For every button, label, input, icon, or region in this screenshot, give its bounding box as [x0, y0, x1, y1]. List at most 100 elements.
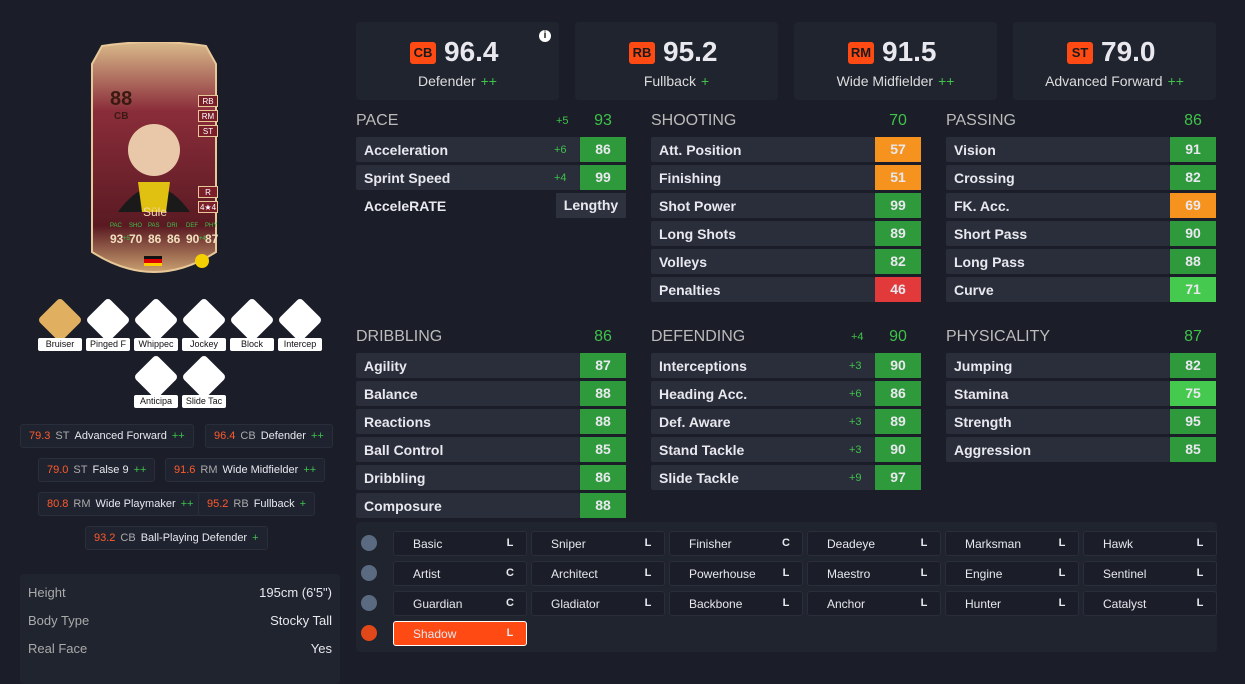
- role-pos-badge: RM: [848, 42, 874, 64]
- chem-level: L: [1196, 597, 1204, 609]
- card-stat-value: 70: [129, 232, 143, 246]
- role-rating: 79.3: [29, 430, 51, 442]
- playstyle-label: Slide Tac: [182, 395, 226, 408]
- stat-row: [356, 465, 580, 490]
- chem-cell: [807, 561, 941, 586]
- chem-level: C: [506, 597, 514, 609]
- role-plus: +: [252, 532, 259, 544]
- card-foot: R: [198, 186, 218, 198]
- stat-label: Crossing: [954, 170, 1015, 186]
- card-stat-value: 86: [167, 232, 181, 246]
- card-stat-label: PAC: [110, 223, 122, 229]
- chem-cell: [393, 621, 527, 646]
- stat-label: Stand Tackle: [659, 442, 745, 458]
- chem-icon: [361, 535, 377, 551]
- chem-level: L: [920, 597, 928, 609]
- stat-value: 85: [580, 437, 626, 462]
- stat-value: 95: [1170, 409, 1216, 434]
- role-name: Wide Midfielder: [222, 464, 299, 476]
- group-title: PASSING: [946, 112, 1016, 129]
- stat-label: FK. Acc.: [954, 198, 1010, 214]
- stat-value: 86: [580, 465, 626, 490]
- playstyle-icon: [85, 297, 131, 343]
- stat-row: [946, 221, 1170, 246]
- role-box: [1013, 22, 1216, 100]
- card-stat-label: SHO: [129, 223, 143, 229]
- chem-name: Sniper: [551, 537, 586, 551]
- stat-label: Balance: [364, 386, 418, 402]
- chem-level: C: [506, 567, 514, 579]
- group-title: DEFENDING: [651, 328, 746, 345]
- stat-label: Reactions: [364, 414, 431, 430]
- chem-level: L: [920, 537, 928, 549]
- role-position: RB: [233, 498, 249, 510]
- role-plus: ++: [171, 430, 185, 442]
- stat-value: 86: [875, 381, 921, 406]
- group-title: DRIBBLING: [356, 328, 443, 345]
- playstyle-icon: [229, 297, 275, 343]
- chem-cell: [1083, 561, 1217, 586]
- playstyle-label: Bruiser: [38, 338, 82, 351]
- chem-name: Hunter: [965, 597, 1002, 611]
- role-chip: 93.2 CB Ball-Playing Defender +: [85, 526, 268, 550]
- alt-position: RB: [198, 95, 218, 107]
- chem-level: L: [506, 537, 514, 549]
- chem-name: Shadow: [413, 627, 457, 641]
- card-art: [91, 42, 217, 273]
- chem-name: Engine: [965, 567, 1003, 581]
- playstyle-icon: [37, 297, 83, 343]
- role-name: Wide Playmaker: [95, 498, 176, 510]
- role-chip: 80.8 RM Wide Playmaker ++: [38, 492, 203, 516]
- role-rating: 93.2: [94, 532, 116, 544]
- stat-boost: +3: [849, 444, 862, 456]
- role-line: Advanced Forward ++: [1013, 73, 1216, 89]
- stat-row: [651, 137, 875, 162]
- chem-level: L: [644, 537, 652, 549]
- role-rating: 79.0: [1101, 36, 1156, 67]
- chem-icon: [361, 625, 377, 641]
- chem-cell: [945, 591, 1079, 616]
- stat-label: Def. Aware: [659, 414, 731, 430]
- stat-label: Strength: [954, 414, 1012, 430]
- info-key: Real Face: [28, 641, 88, 656]
- role-position: CB: [120, 532, 136, 544]
- stat-value: 87: [580, 353, 626, 378]
- stat-value: 82: [1170, 165, 1216, 190]
- role-name: Ball-Playing Defender: [140, 532, 248, 544]
- chem-name: Gladiator: [551, 597, 600, 611]
- stat-value: 75: [1170, 381, 1216, 406]
- stat-value: 99: [580, 165, 626, 190]
- role-name: Defender: [260, 430, 306, 442]
- stat-label: Agility: [364, 358, 407, 374]
- stat-value: 46: [875, 277, 921, 302]
- stat-value: 90: [875, 437, 921, 462]
- role-name: Advanced Forward: [1045, 73, 1163, 89]
- card-stat-boost: +4: [199, 236, 206, 242]
- stat-row: [356, 353, 580, 378]
- chem-cell: [531, 591, 665, 616]
- group-value: 70: [889, 112, 907, 129]
- info-value: 195cm (6'5"): [259, 585, 332, 600]
- role-plus: ++: [180, 498, 194, 510]
- role-name: Advanced Forward: [74, 430, 167, 442]
- chem-level: L: [1196, 567, 1204, 579]
- role-box: [794, 22, 997, 100]
- stat-label: Shot Power: [659, 198, 737, 214]
- stat-label: Interceptions: [659, 358, 747, 374]
- chem-cell: [393, 531, 527, 556]
- stat-row: [946, 165, 1170, 190]
- stat-value: 91: [1170, 137, 1216, 162]
- group-title: SHOOTING: [651, 112, 737, 129]
- stat-row: [651, 465, 875, 490]
- stat-label: Acceleration: [364, 142, 449, 158]
- stat-boost: +6: [849, 388, 862, 400]
- role-plus: +: [700, 73, 710, 89]
- stat-row: [651, 221, 875, 246]
- role-plus: ++: [1167, 73, 1184, 89]
- card-name: Süle: [142, 205, 168, 219]
- card-stat-value: 90: [186, 232, 200, 246]
- role-line: Fullback +: [575, 73, 778, 89]
- group-boost: +4: [851, 331, 864, 343]
- stat-value: 69: [1170, 193, 1216, 218]
- chem-name: Backbone: [689, 597, 743, 611]
